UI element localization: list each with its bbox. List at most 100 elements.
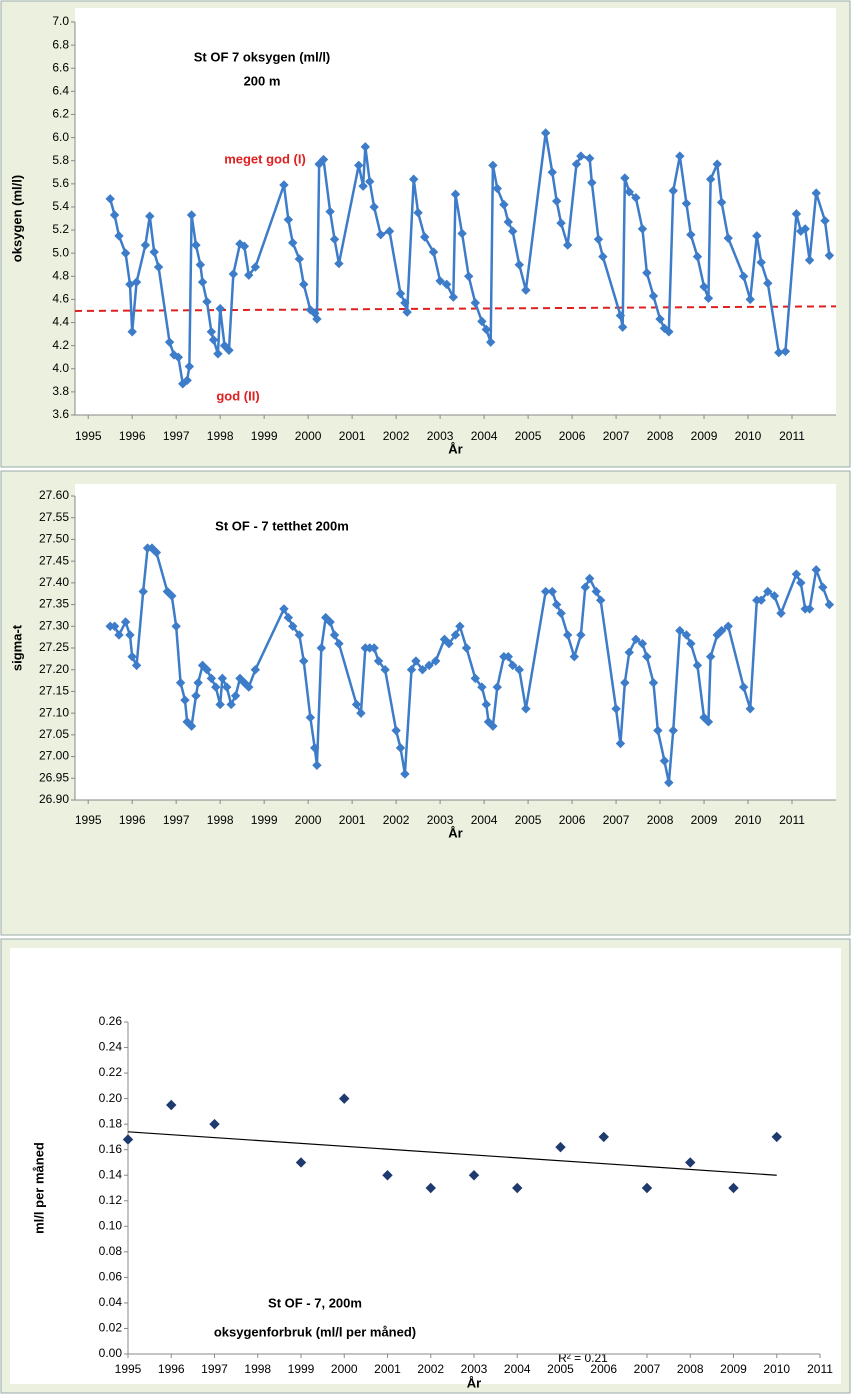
y-axis-title: ml/l per måned — [31, 1142, 46, 1234]
y-tick-label: 27.00 — [39, 749, 69, 763]
data-point — [507, 226, 518, 236]
y-tick-label: 6.4 — [52, 84, 69, 98]
y-tick-label: 5.8 — [52, 153, 69, 167]
y-tick-label: 4.0 — [52, 361, 69, 375]
data-point — [703, 293, 714, 303]
y-tick-label: 27.10 — [39, 705, 69, 719]
y-tick-label: 0.06 — [99, 1270, 123, 1284]
data-point — [325, 206, 335, 217]
data-point — [580, 582, 590, 592]
data-point — [620, 678, 630, 688]
y-tick-label: 0.20 — [99, 1091, 123, 1105]
data-point — [127, 327, 137, 337]
data-point — [481, 324, 491, 335]
x-tick-label: 2008 — [647, 813, 674, 827]
data-point — [477, 316, 487, 327]
trendline — [127, 1131, 777, 1176]
data-point — [499, 199, 509, 210]
oxygen-chart: St OF 7 oksygen (ml/l) 200 m meget god (… — [0, 0, 851, 468]
data-point — [222, 682, 232, 692]
data-point — [752, 231, 762, 241]
data-point — [675, 625, 685, 636]
data-point — [182, 717, 192, 727]
data-point — [723, 233, 733, 243]
y-tick-label: 27.60 — [39, 488, 69, 502]
data-point — [811, 188, 821, 198]
data-point — [441, 279, 452, 290]
x-tick-label: 2007 — [603, 813, 630, 827]
data-point — [818, 582, 828, 592]
data-point — [413, 208, 423, 218]
data-point — [318, 154, 329, 165]
x-tick-label: 2001 — [374, 1362, 401, 1376]
data-point — [587, 177, 597, 188]
data-point — [164, 337, 175, 347]
y-axis-title: oksygen (ml/l) — [9, 175, 24, 262]
data-point — [131, 660, 142, 671]
data-point — [171, 621, 181, 631]
x-tick-label: 2005 — [515, 813, 542, 827]
data-point — [507, 660, 518, 671]
data-point — [488, 721, 498, 731]
data-point — [824, 250, 835, 261]
data-point — [681, 630, 692, 640]
data-point — [228, 269, 239, 279]
data-point — [329, 234, 340, 245]
data-point — [411, 656, 421, 666]
y-tick-label: 27.40 — [39, 575, 69, 589]
data-point — [213, 349, 223, 359]
data-point — [420, 232, 430, 242]
data-point — [705, 651, 716, 662]
data-point — [653, 725, 663, 736]
data-point — [551, 196, 562, 206]
data-point — [521, 704, 531, 714]
data-point — [637, 224, 648, 234]
y-tick-label: 0.24 — [99, 1040, 123, 1054]
data-point — [624, 187, 634, 197]
data-point — [659, 756, 670, 766]
data-point — [360, 142, 371, 152]
data-point — [562, 240, 573, 250]
data-point — [334, 638, 344, 649]
x-tick-label: 2003 — [461, 1362, 488, 1376]
x-axis-title: År — [467, 1375, 481, 1390]
data-point — [745, 294, 755, 305]
data-point — [209, 1118, 220, 1130]
data-point — [109, 210, 120, 220]
data-point — [149, 247, 159, 257]
data-point — [226, 699, 236, 710]
data-point — [716, 625, 727, 636]
data-point — [283, 612, 294, 623]
data-point — [162, 586, 173, 597]
consumption-chart: St OF - 7, 200m oksygenforbruk (ml/l per… — [0, 938, 851, 1394]
data-point — [153, 262, 164, 272]
chart-subtitle: oksygenforbruk (ml/l per måned) — [214, 1324, 416, 1339]
x-axis-title: År — [448, 825, 462, 840]
y-tick-label: 0.16 — [99, 1142, 123, 1156]
y-tick-label: 6.0 — [52, 130, 69, 144]
data-point — [395, 288, 406, 299]
data-point — [615, 310, 626, 321]
data-point — [824, 599, 835, 610]
data-point — [791, 569, 802, 579]
data-point — [664, 777, 674, 788]
x-tick-label: 2001 — [339, 429, 366, 443]
data-point — [206, 327, 217, 337]
data-point — [351, 699, 362, 710]
data-point — [358, 181, 368, 191]
x-tick-label: 2010 — [735, 813, 762, 827]
x-tick-label: 1997 — [163, 813, 190, 827]
data-point — [576, 630, 586, 640]
x-tick-label: 2006 — [590, 1362, 617, 1376]
data-point — [195, 260, 206, 270]
data-point — [615, 738, 626, 749]
data-point — [551, 599, 562, 610]
data-point — [239, 678, 250, 688]
x-tick-label: 2007 — [634, 1362, 661, 1376]
data-point — [294, 630, 305, 640]
y-tick-label: 4.6 — [52, 292, 69, 306]
y-tick-label: 7.0 — [52, 14, 69, 28]
data-point — [470, 298, 481, 308]
x-tick-label: 1998 — [207, 429, 234, 443]
y-tick-label: 27.45 — [39, 553, 69, 567]
